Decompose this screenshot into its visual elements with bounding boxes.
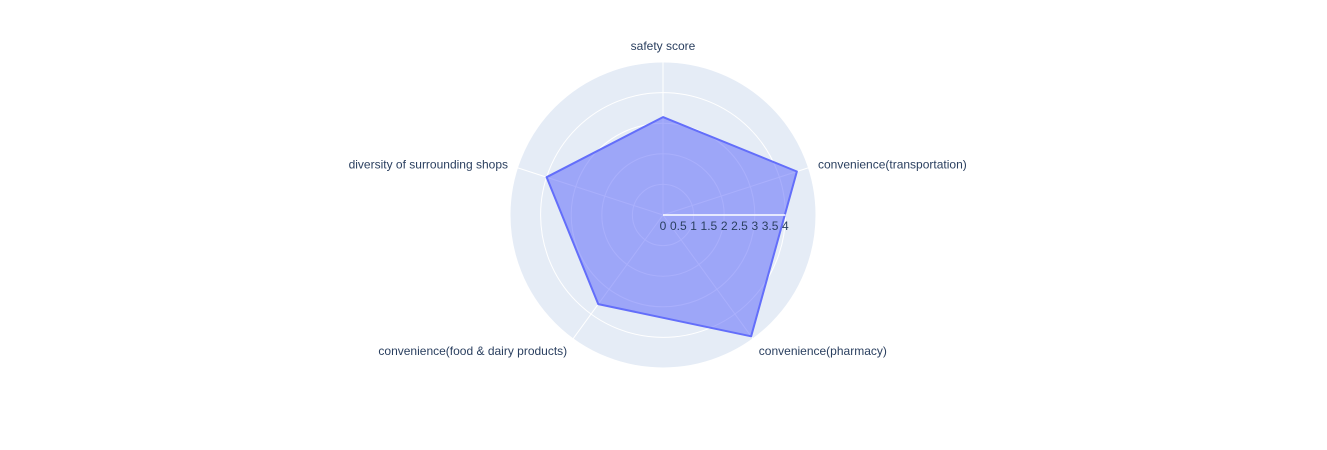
- category-label: convenience(pharmacy): [759, 344, 887, 358]
- category-label: diversity of surrounding shops: [349, 158, 508, 172]
- category-label: safety score: [631, 39, 696, 53]
- series-polygon: [545, 116, 798, 338]
- category-label: convenience(transportation): [818, 158, 967, 172]
- radial-tick-label: 3.5: [762, 219, 779, 233]
- radial-tick-label: 2.5: [731, 219, 748, 233]
- radial-tick-label: 3: [751, 219, 758, 233]
- radial-tick-label: 1.5: [701, 219, 718, 233]
- category-label: convenience(food & dairy products): [378, 344, 567, 358]
- radial-tick-label: 2: [721, 219, 728, 233]
- radial-tick-label: 1: [690, 219, 697, 233]
- radial-tick-label: 0.5: [670, 219, 687, 233]
- radial-axis: 0 0.5 1 1.5 2 2.5 3 3.5 4: [660, 214, 789, 233]
- radial-tick-label: 4: [782, 219, 789, 233]
- data-series: [545, 116, 798, 338]
- angular-axis: safety score convenience(transportation) c…: [349, 39, 967, 358]
- radial-tick-label: 0: [660, 219, 667, 233]
